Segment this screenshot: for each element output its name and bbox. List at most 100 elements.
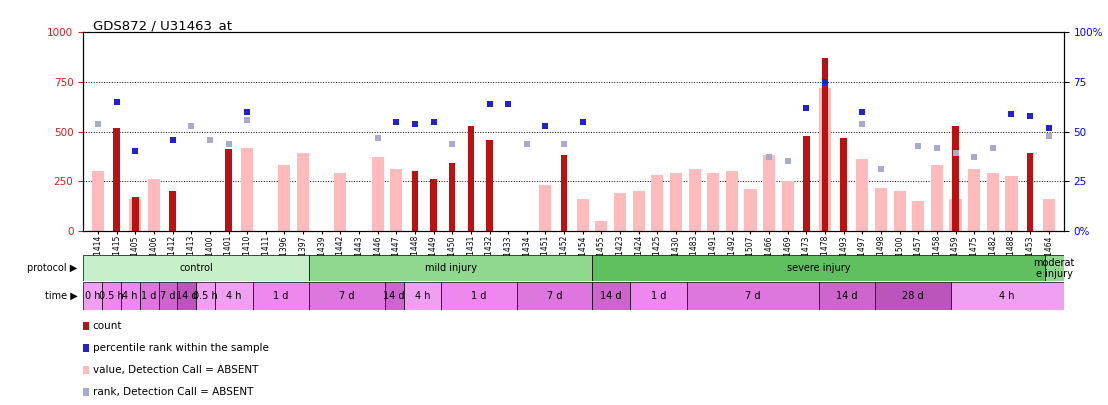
Bar — [215, 282, 253, 310]
Bar — [412, 171, 418, 231]
Bar — [856, 160, 869, 231]
Bar — [822, 58, 829, 231]
Bar — [121, 282, 140, 310]
Bar — [952, 126, 958, 231]
Text: 0.5 h: 0.5 h — [193, 291, 218, 301]
Text: 7 d: 7 d — [339, 291, 355, 301]
Bar — [390, 169, 402, 231]
Bar — [931, 165, 943, 231]
Text: 4 h: 4 h — [226, 291, 242, 301]
Text: 14 d: 14 d — [837, 291, 858, 301]
Bar — [297, 153, 309, 231]
Text: 1 d: 1 d — [142, 291, 157, 301]
Bar — [309, 282, 384, 310]
Bar — [951, 282, 1064, 310]
Bar — [1005, 176, 1017, 231]
Bar — [83, 282, 102, 310]
Bar — [158, 282, 177, 310]
Text: 14 d: 14 d — [176, 291, 197, 301]
Bar — [309, 255, 593, 281]
Text: moderat
e injury: moderat e injury — [1034, 258, 1075, 279]
Bar — [726, 171, 738, 231]
Text: value, Detection Call = ABSENT: value, Detection Call = ABSENT — [93, 365, 258, 375]
Bar — [593, 255, 1045, 281]
Bar — [875, 282, 951, 310]
Bar — [893, 191, 905, 231]
Bar — [242, 147, 254, 231]
Bar — [113, 128, 120, 231]
Bar — [593, 282, 630, 310]
Text: GDS872 / U31463_at: GDS872 / U31463_at — [93, 19, 232, 32]
Text: 14 d: 14 d — [601, 291, 622, 301]
Bar — [763, 156, 776, 231]
Text: time ▶: time ▶ — [44, 291, 78, 301]
Text: 4 h: 4 h — [123, 291, 138, 301]
Bar — [335, 173, 347, 231]
Bar — [782, 181, 793, 231]
Text: severe injury: severe injury — [787, 263, 850, 273]
Bar — [688, 169, 700, 231]
Bar — [253, 282, 309, 310]
Bar — [177, 282, 196, 310]
Text: 0.5 h: 0.5 h — [99, 291, 124, 301]
Text: 7 d: 7 d — [745, 291, 760, 301]
Bar — [968, 169, 981, 231]
Bar — [633, 191, 645, 231]
Bar — [875, 188, 888, 231]
Bar — [403, 282, 441, 310]
Bar — [371, 158, 383, 231]
Text: 1 d: 1 d — [274, 291, 289, 301]
Text: 4 h: 4 h — [414, 291, 430, 301]
Bar — [745, 189, 757, 231]
Bar — [441, 282, 516, 310]
Bar — [225, 149, 232, 231]
Bar — [950, 199, 962, 231]
Bar — [132, 197, 138, 231]
Bar — [614, 193, 626, 231]
Bar — [707, 173, 719, 231]
Bar — [92, 171, 104, 231]
Bar — [912, 201, 924, 231]
Bar — [449, 163, 455, 231]
Text: percentile rank within the sample: percentile rank within the sample — [93, 343, 269, 353]
Bar — [803, 136, 810, 231]
Bar — [687, 282, 819, 310]
Bar — [841, 138, 847, 231]
Bar — [140, 282, 158, 310]
Text: count: count — [93, 321, 122, 331]
Bar — [468, 126, 474, 231]
Bar — [1045, 255, 1064, 281]
Bar — [987, 173, 999, 231]
Text: 7 d: 7 d — [546, 291, 562, 301]
Text: 7 d: 7 d — [161, 291, 176, 301]
Bar — [1043, 199, 1055, 231]
Bar — [147, 179, 160, 231]
Bar — [595, 221, 607, 231]
Bar — [540, 185, 552, 231]
Bar — [630, 282, 687, 310]
Bar — [170, 191, 176, 231]
Bar — [670, 173, 683, 231]
Bar — [196, 282, 215, 310]
Bar — [486, 140, 493, 231]
Bar — [1027, 153, 1034, 231]
Bar — [561, 156, 567, 231]
Bar — [384, 282, 403, 310]
Bar — [819, 88, 831, 231]
Text: 0 h: 0 h — [85, 291, 101, 301]
Bar — [652, 175, 664, 231]
Bar — [130, 199, 142, 231]
Bar — [278, 165, 290, 231]
Bar — [576, 199, 588, 231]
Bar — [819, 282, 875, 310]
Text: 1 d: 1 d — [471, 291, 486, 301]
Bar — [83, 255, 309, 281]
Text: 28 d: 28 d — [902, 291, 924, 301]
Bar — [102, 282, 121, 310]
Text: 14 d: 14 d — [383, 291, 406, 301]
Bar — [516, 282, 593, 310]
Text: 4 h: 4 h — [999, 291, 1015, 301]
Text: protocol ▶: protocol ▶ — [28, 263, 78, 273]
Bar — [430, 179, 437, 231]
Text: mild injury: mild injury — [424, 263, 476, 273]
